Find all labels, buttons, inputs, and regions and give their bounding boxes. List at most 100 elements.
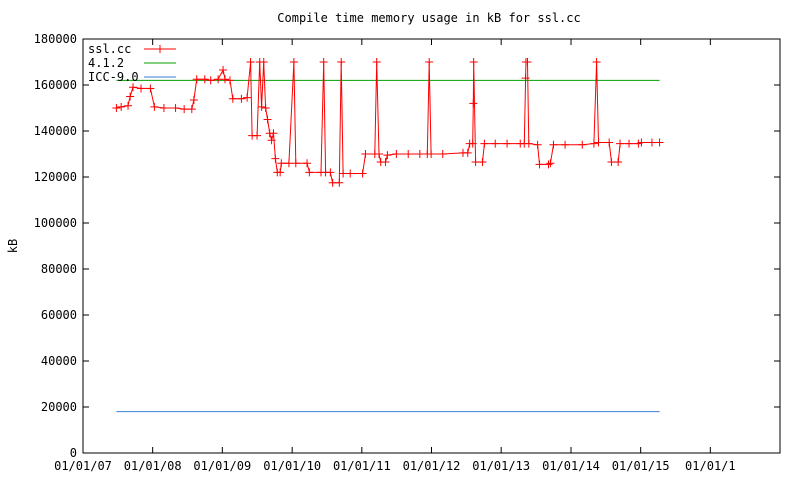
data-point bbox=[276, 168, 285, 177]
data-point bbox=[616, 139, 625, 148]
data-point bbox=[263, 115, 272, 124]
data-point bbox=[546, 159, 555, 168]
data-point bbox=[159, 104, 168, 112]
data-point bbox=[328, 178, 337, 187]
data-point bbox=[189, 95, 198, 104]
y-tick-label: 60000 bbox=[41, 308, 77, 322]
data-point bbox=[361, 150, 370, 158]
data-point bbox=[468, 139, 477, 148]
data-point bbox=[469, 99, 478, 108]
data-point bbox=[594, 138, 603, 147]
data-point bbox=[289, 58, 298, 66]
data-point bbox=[339, 169, 348, 178]
data-point bbox=[589, 139, 598, 148]
data-point bbox=[469, 58, 478, 66]
data-point bbox=[246, 58, 255, 66]
x-tick-label: 01/01/08 bbox=[124, 459, 182, 473]
data-point bbox=[206, 76, 215, 85]
y-tick-label: 20000 bbox=[41, 400, 77, 414]
data-point bbox=[326, 168, 335, 177]
data-point bbox=[358, 169, 367, 178]
x-tick-label: 01/01/1 bbox=[685, 459, 736, 473]
data-point bbox=[259, 58, 268, 66]
data-point bbox=[228, 94, 237, 103]
data-point bbox=[220, 75, 229, 84]
x-tick-label: 01/01/09 bbox=[193, 459, 251, 473]
data-point bbox=[180, 105, 189, 114]
data-point bbox=[521, 74, 530, 83]
data-point bbox=[257, 102, 266, 111]
data-point bbox=[647, 138, 656, 147]
axis-ticks: 0 20000 40000 60000 80000 100000 120000 140000 1… bbox=[34, 32, 780, 473]
data-point bbox=[535, 160, 544, 169]
data-point bbox=[503, 139, 512, 148]
x-tick-label: 01/01/11 bbox=[333, 459, 391, 473]
data-point bbox=[253, 131, 262, 140]
data-point bbox=[192, 75, 201, 84]
plot-area-frame bbox=[82, 38, 781, 454]
data-point bbox=[614, 158, 623, 167]
data-point bbox=[383, 151, 392, 160]
data-point bbox=[146, 84, 155, 93]
legend-label: ssl.cc bbox=[88, 42, 131, 56]
data-point bbox=[200, 75, 209, 84]
data-point bbox=[305, 168, 314, 177]
data-point bbox=[261, 104, 270, 112]
data-point bbox=[319, 58, 328, 66]
data-point bbox=[219, 66, 228, 75]
data-point bbox=[271, 154, 280, 163]
data-point bbox=[655, 138, 664, 147]
series-layer bbox=[112, 58, 664, 413]
data-point bbox=[392, 150, 401, 158]
data-point bbox=[375, 150, 384, 158]
x-tick-label: 01/01/15 bbox=[612, 459, 670, 473]
data-point bbox=[171, 104, 180, 112]
data-point bbox=[415, 150, 424, 158]
y-tick-label: 100000 bbox=[34, 216, 77, 230]
data-point bbox=[291, 159, 300, 168]
data-point bbox=[425, 58, 434, 66]
data-point bbox=[337, 58, 346, 66]
data-point bbox=[544, 160, 553, 169]
data-point bbox=[524, 139, 533, 148]
data-point bbox=[463, 148, 472, 157]
data-point bbox=[346, 169, 355, 178]
data-point bbox=[491, 139, 500, 148]
data-point bbox=[607, 158, 616, 167]
data-point bbox=[335, 178, 344, 187]
series-ssl-cc bbox=[112, 58, 664, 187]
data-point bbox=[237, 94, 246, 103]
data-point bbox=[605, 138, 614, 147]
data-point bbox=[438, 150, 447, 158]
data-point bbox=[523, 58, 532, 66]
data-point bbox=[427, 150, 436, 158]
legend-label: 4.1.2 bbox=[88, 56, 124, 70]
chart-title: Compile time memory usage in kB for ssl.… bbox=[277, 11, 580, 25]
data-point bbox=[561, 140, 570, 149]
data-point bbox=[303, 159, 312, 168]
data-point bbox=[124, 101, 133, 110]
data-point bbox=[471, 158, 480, 167]
data-point bbox=[372, 58, 381, 66]
data-point bbox=[480, 139, 489, 148]
data-point bbox=[533, 140, 542, 149]
data-point bbox=[478, 158, 487, 167]
data-point bbox=[637, 138, 646, 147]
data-point bbox=[277, 159, 286, 168]
y-tick-label: 120000 bbox=[34, 170, 77, 184]
data-point bbox=[549, 140, 558, 149]
y-tick-label: 160000 bbox=[34, 78, 77, 92]
data-point bbox=[578, 140, 587, 149]
x-tick-label: 01/01/07 bbox=[54, 459, 112, 473]
data-point bbox=[117, 102, 126, 111]
y-tick-label: 140000 bbox=[34, 124, 77, 138]
data-point bbox=[129, 83, 138, 92]
y-tick-label: 80000 bbox=[41, 262, 77, 276]
data-point bbox=[267, 136, 276, 145]
x-tick-label: 01/01/12 bbox=[403, 459, 461, 473]
y-tick-label: 180000 bbox=[34, 32, 77, 46]
data-point bbox=[137, 84, 146, 93]
